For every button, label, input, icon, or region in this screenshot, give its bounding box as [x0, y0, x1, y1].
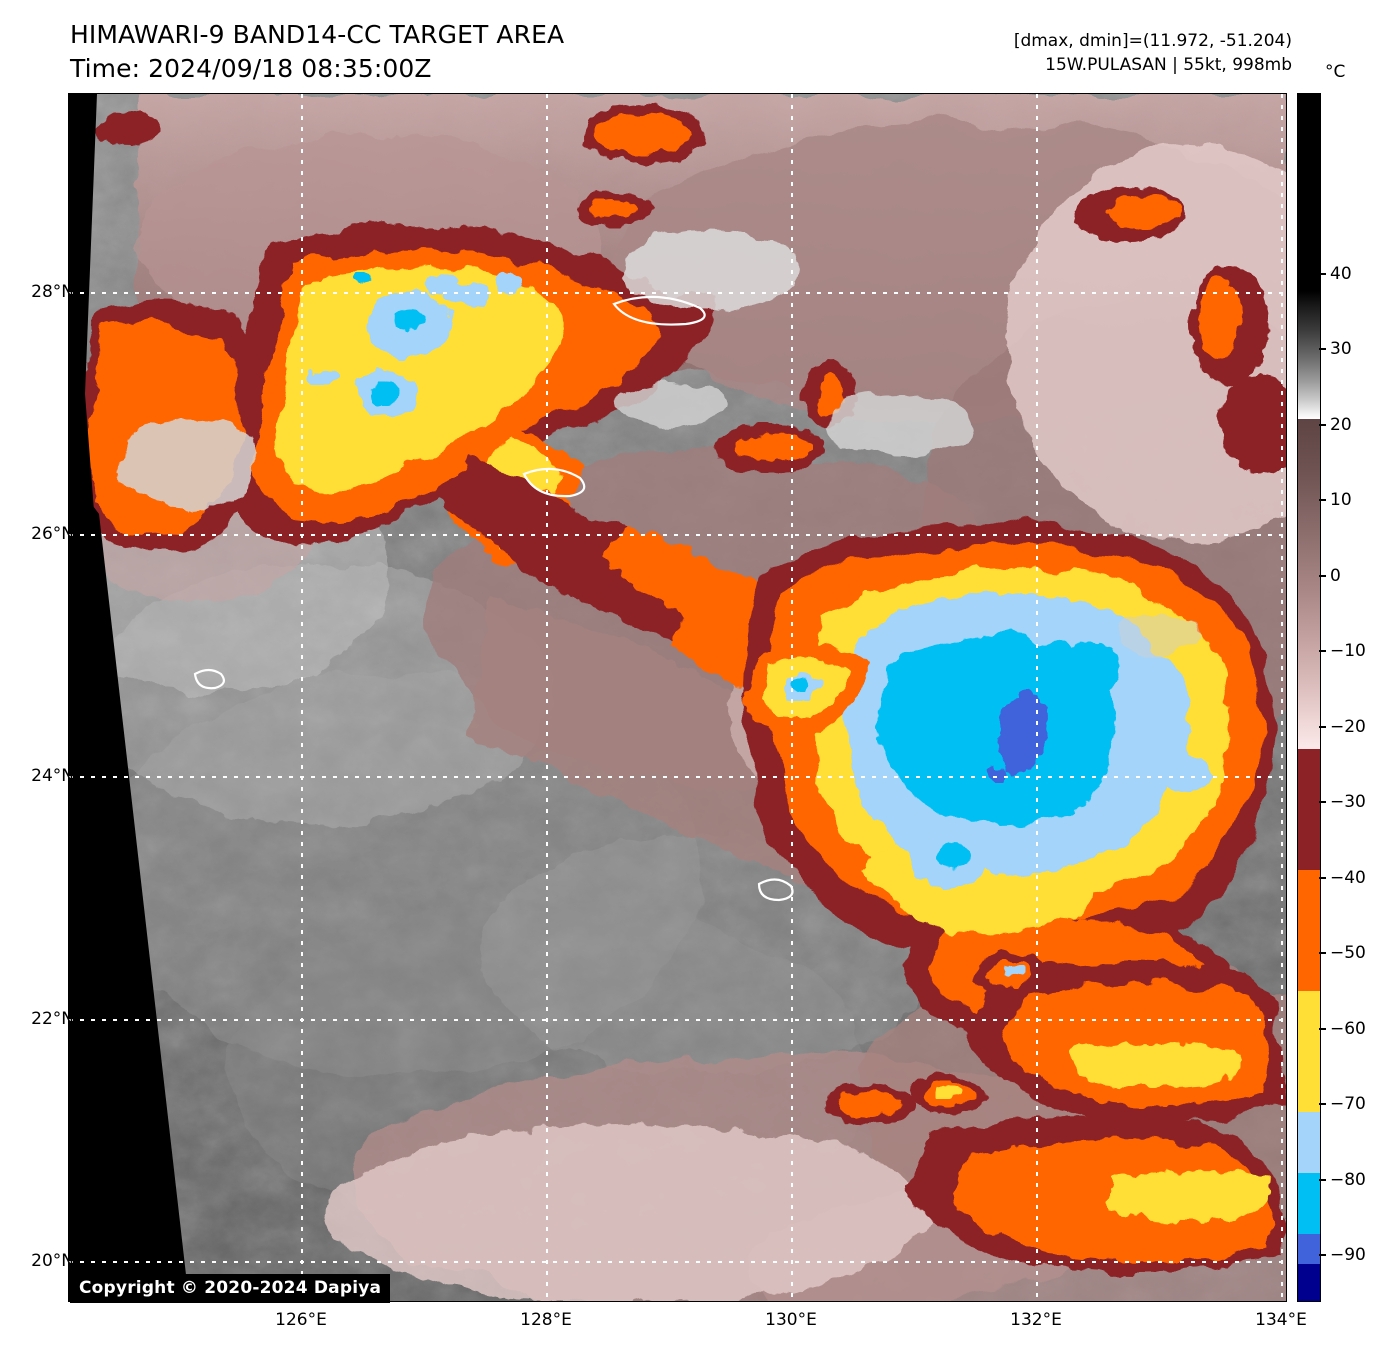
colorbar-tick-10: 10: [1330, 490, 1352, 510]
southeast-convective-band: [824, 952, 1286, 1272]
observation-time: Time: 2024/09/18 08:35:00Z: [70, 53, 432, 83]
colorbar-tick-minus20: −20: [1330, 717, 1366, 737]
colorbar-segment-cyan: [1298, 1173, 1320, 1234]
colorbar-segment-gray-ramp: [1298, 291, 1320, 419]
x-tick-134e: 134°E: [1255, 1310, 1307, 1330]
colorbar-segment-orange: [1298, 870, 1320, 991]
tropical-storm-pulasan-core: [744, 522, 1275, 1051]
colorbar-segment-light-blue: [1298, 1112, 1320, 1173]
data-minmax-label: [dmax, dmin]=(11.972, -51.204): [1013, 31, 1292, 51]
colorbar-tick-minus90: −90: [1330, 1245, 1366, 1265]
core-western-feeder-band: [744, 646, 869, 735]
colorbar-segment-navy: [1298, 1264, 1320, 1301]
colorbar-segment-dark-red: [1298, 749, 1320, 870]
figure-metadata-block: [dmax, dmin]=(11.972, -51.204) 15W.PULAS…: [1014, 30, 1292, 78]
y-tick-26n: 26°N: [31, 524, 74, 544]
colorbar-tick-minus30: −30: [1330, 792, 1366, 812]
colorbar-tick-mark: [1319, 424, 1326, 426]
colorbar-tick-mark: [1319, 273, 1326, 275]
colorbar-tick-minus40: −40: [1330, 868, 1366, 888]
colorbar-tick-40: 40: [1330, 264, 1352, 284]
colorbar-tick-minus50: −50: [1330, 943, 1366, 963]
y-tick-28n: 28°N: [31, 282, 74, 302]
colorbar-tick-mark: [1319, 1028, 1326, 1030]
copyright-badge: Copyright © 2020-2024 Dapiya: [70, 1274, 391, 1303]
colorbar-segment-mauve-ramp: [1298, 419, 1320, 749]
x-tick-126e: 126°E: [275, 1310, 327, 1330]
y-tick-20n: 20°N: [31, 1251, 74, 1271]
colorbar-tick-mark: [1319, 726, 1326, 728]
colorbar-tick-minus70: −70: [1330, 1094, 1366, 1114]
y-tick-22n: 22°N: [31, 1009, 74, 1029]
colorbar-tick-0: 0: [1330, 566, 1341, 586]
colorbar-segment-yellow: [1298, 991, 1320, 1112]
bright-low-cloud-tufts: [119, 229, 1199, 654]
x-tick-132e: 132°E: [1010, 1310, 1062, 1330]
colorbar-tick-mark: [1319, 877, 1326, 879]
x-tick-130e: 130°E: [765, 1310, 817, 1330]
colorbar-tick-minus10: −10: [1330, 641, 1366, 661]
storm-info-label: 15W.PULASAN | 55kt, 998mb: [1045, 54, 1292, 75]
colorbar-segment-black-hot: [1298, 94, 1320, 291]
colorbar-tick-minus80: −80: [1330, 1170, 1366, 1190]
north-isolated-cells: [99, 104, 1286, 474]
colorbar-segment-royal-blue: [1298, 1234, 1320, 1264]
colorbar-unit-label: °C: [1325, 62, 1346, 82]
y-tick-24n: 24°N: [31, 766, 74, 786]
colorbar-tick-mark: [1319, 1254, 1326, 1256]
figure-title-block: HIMAWARI-9 BAND14-CC TARGET AREA Time: 2…: [70, 18, 564, 85]
colorbar-tick-mark: [1319, 650, 1326, 652]
colorbar-tick-mark: [1319, 1179, 1326, 1181]
colorbar-tick-30: 30: [1330, 339, 1352, 359]
colorbar-tick-mark: [1319, 575, 1326, 577]
colorbar-tick-mark: [1319, 348, 1326, 350]
colorbar-tick-mark: [1319, 499, 1326, 501]
no-data-wedge-lower: [69, 474, 189, 1301]
page-title: HIMAWARI-9 BAND14-CC TARGET AREA: [70, 20, 565, 49]
colorbar-tick-minus60: −60: [1330, 1019, 1366, 1039]
colorbar-tick-mark: [1319, 1103, 1326, 1105]
x-tick-128e: 128°E: [520, 1310, 572, 1330]
lat-lon-gridlines: [69, 94, 1286, 1301]
satellite-imagery: [69, 94, 1286, 1301]
temperature-colorbar[interactable]: [1297, 93, 1321, 1302]
colorbar-tick-mark: [1319, 952, 1326, 954]
colorbar-tick-mark: [1319, 801, 1326, 803]
satellite-map-canvas[interactable]: [68, 93, 1287, 1302]
colorbar-tick-20: 20: [1330, 415, 1352, 435]
